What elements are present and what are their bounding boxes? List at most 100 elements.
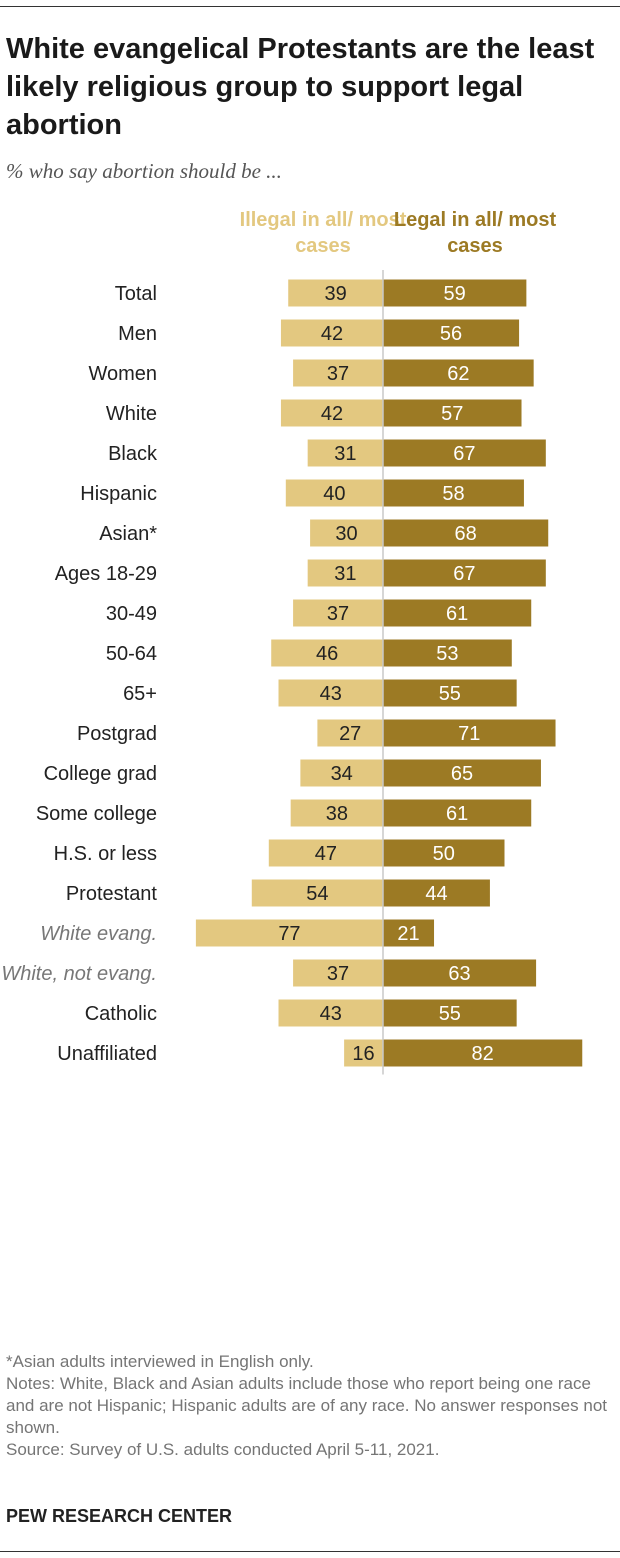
data-label-legal: 67 <box>453 443 475 465</box>
data-label-illegal: 39 <box>324 283 346 305</box>
category-label: 30-49 <box>106 603 157 625</box>
data-label-legal: 82 <box>472 1043 494 1065</box>
bar-illegal <box>271 639 383 667</box>
bar-illegal <box>285 479 383 507</box>
bar-illegal <box>280 399 383 427</box>
top-rule <box>0 6 620 7</box>
data-label-illegal: 47 <box>315 843 337 865</box>
category-label: Protestant <box>66 883 158 905</box>
data-label-legal: 61 <box>446 803 468 825</box>
footnote-notes: Notes: White, Black and Asian adults inc… <box>6 1374 607 1437</box>
bar-illegal <box>310 519 383 547</box>
bar-legal <box>383 799 532 827</box>
bar-illegal <box>268 839 383 867</box>
bar-illegal <box>290 799 383 827</box>
data-label-legal: 44 <box>425 883 447 905</box>
data-label-illegal: 43 <box>320 1003 342 1025</box>
category-label: 50-64 <box>106 643 157 665</box>
bar-legal <box>383 519 549 547</box>
data-label-legal: 61 <box>446 603 468 625</box>
category-label: H.S. or less <box>54 843 157 865</box>
bar-illegal <box>307 559 383 587</box>
legend-legal: Legal in all/ most cases <box>393 209 557 257</box>
category-label: Unaffiliated <box>57 1043 157 1065</box>
bar-legal <box>383 679 517 707</box>
data-label-illegal: 31 <box>334 563 356 585</box>
data-label-legal: 71 <box>458 723 480 745</box>
bar-legal <box>383 879 490 907</box>
bar-legal <box>383 359 534 387</box>
data-label-illegal: 30 <box>335 523 357 545</box>
data-label-illegal: 27 <box>339 723 361 745</box>
bar-legal <box>383 999 517 1027</box>
category-label: Hispanic <box>80 483 157 505</box>
category-label: White <box>106 403 157 425</box>
data-label-illegal: 46 <box>316 643 338 665</box>
data-label-illegal: 42 <box>321 403 343 425</box>
bar-legal <box>383 319 520 347</box>
bar-illegal <box>293 599 383 627</box>
category-label: Black <box>108 443 158 465</box>
bar-illegal <box>293 959 383 987</box>
data-label-illegal: 40 <box>323 483 345 505</box>
bar-legal <box>383 639 512 667</box>
data-label-legal: 63 <box>448 963 470 985</box>
category-label: 65+ <box>123 683 157 705</box>
category-label: White evang. <box>40 923 157 945</box>
bar-illegal <box>278 679 383 707</box>
bar-illegal <box>317 719 383 747</box>
bar-illegal <box>278 999 383 1027</box>
data-label-legal: 56 <box>440 323 462 345</box>
data-label-legal: 67 <box>453 563 475 585</box>
data-label-legal: 55 <box>439 683 461 705</box>
bar-legal <box>383 439 546 467</box>
bar-illegal <box>300 759 383 787</box>
data-label-legal: 50 <box>433 843 455 865</box>
bar-legal <box>383 559 546 587</box>
data-label-legal: 68 <box>454 523 476 545</box>
bar-legal <box>383 719 556 747</box>
bar-illegal <box>307 439 383 467</box>
data-label-legal: 65 <box>451 763 473 785</box>
bar-illegal <box>293 359 383 387</box>
bar-legal <box>383 959 537 987</box>
category-label: Some college <box>36 803 157 825</box>
data-label-illegal: 38 <box>326 803 348 825</box>
data-label-legal: 59 <box>444 283 466 305</box>
category-label: Postgrad <box>77 723 157 745</box>
data-label-illegal: 16 <box>352 1043 374 1065</box>
diverging-bar-chart: Total 39 59 Men 42 56 Women 37 62 White 42 57 Black 3… <box>1 270 583 1075</box>
footnote-source: Source: Survey of U.S. adults conducted … <box>6 1440 440 1459</box>
category-label: Catholic <box>85 1003 157 1025</box>
data-label-illegal: 31 <box>334 443 356 465</box>
category-label: Women <box>88 363 157 385</box>
category-label: Total <box>115 283 157 305</box>
bottom-rule <box>0 1551 620 1552</box>
category-label: College grad <box>44 763 157 785</box>
bar-legal <box>383 759 541 787</box>
bar-legal <box>383 599 532 627</box>
data-label-illegal: 34 <box>331 763 353 785</box>
chart-title: White evangelical Protestants are the le… <box>6 33 595 141</box>
data-label-illegal: 37 <box>327 603 349 625</box>
data-label-legal: 62 <box>447 363 469 385</box>
data-label-legal: 58 <box>442 483 464 505</box>
bar-illegal <box>288 279 383 307</box>
bar-legal <box>383 279 527 307</box>
category-label: Asian* <box>99 523 157 545</box>
bar-legal <box>383 1039 583 1067</box>
category-label: Ages 18-29 <box>55 563 157 585</box>
data-label-illegal: 37 <box>327 963 349 985</box>
bar-illegal <box>195 919 383 947</box>
data-label-legal: 53 <box>436 643 458 665</box>
data-label-illegal: 37 <box>327 363 349 385</box>
category-label: Men <box>118 323 157 345</box>
data-label-legal: 21 <box>397 923 419 945</box>
data-label-legal: 57 <box>441 403 463 425</box>
legend-illegal: Illegal in all/ most cases <box>239 209 407 257</box>
data-label-legal: 55 <box>439 1003 461 1025</box>
data-label-illegal: 77 <box>278 923 300 945</box>
bar-illegal <box>344 1039 383 1067</box>
footnote-asterisk: *Asian adults interviewed in English onl… <box>6 1352 314 1371</box>
data-label-illegal: 54 <box>306 883 328 905</box>
